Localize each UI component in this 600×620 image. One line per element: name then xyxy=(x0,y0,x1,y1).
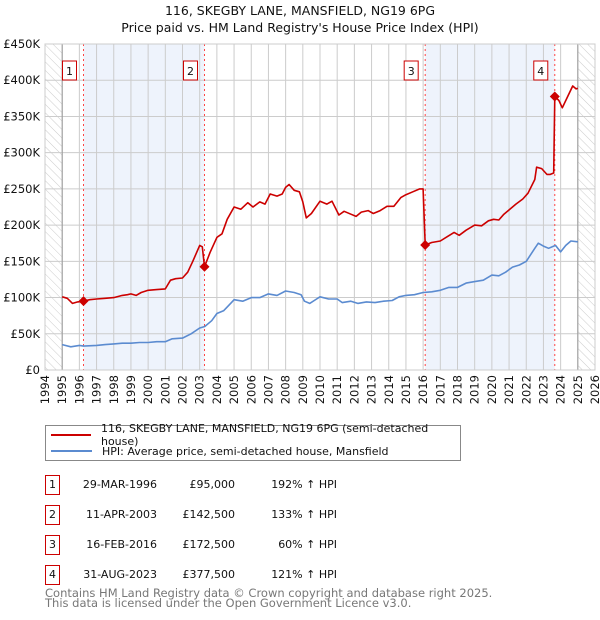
sale-price: £377,500 xyxy=(182,568,236,581)
x-tick-label: 2023 xyxy=(536,375,550,404)
x-tick-label: 1999 xyxy=(124,375,138,404)
x-tick-label: 2019 xyxy=(468,375,482,404)
y-tick-label: £400K xyxy=(3,73,40,87)
chart-subtitle: Price paid vs. HM Land Registry's House … xyxy=(121,20,478,35)
x-tick-label: 2020 xyxy=(485,375,499,404)
sale-date: 31-AUG-2023 xyxy=(83,568,157,581)
x-tick-label: 1996 xyxy=(72,375,86,404)
legend-swatch-property xyxy=(51,434,91,436)
x-tick-label: 2008 xyxy=(279,375,293,404)
ownership-period-shade xyxy=(83,44,205,370)
ownership-period-shade xyxy=(425,44,555,370)
x-tick-label: 2024 xyxy=(554,375,568,404)
y-tick-label: £0 xyxy=(25,363,40,377)
sale-hpi-change: 192% ↑ HPI xyxy=(271,478,337,491)
y-tick-label: £250K xyxy=(3,182,40,196)
sale-marker-badge: 2 xyxy=(45,505,60,525)
x-tick-label: 2018 xyxy=(451,375,465,404)
sale-date: 11-APR-2003 xyxy=(85,508,157,521)
sale-price: £142,500 xyxy=(182,508,236,521)
x-tick-label: 1998 xyxy=(107,375,121,404)
x-tick-label: 2003 xyxy=(193,375,207,404)
x-tick-label: 2002 xyxy=(176,375,190,404)
x-tick-label: 2022 xyxy=(519,375,533,404)
sale-label-box xyxy=(183,60,198,81)
no-data-hatch-right xyxy=(577,44,595,370)
sale-label-box xyxy=(533,60,549,81)
sale-price: £95,000 xyxy=(189,478,236,491)
x-tick-label: 2012 xyxy=(347,375,361,404)
y-tick-label: £350K xyxy=(3,109,40,123)
plot-border xyxy=(44,43,596,371)
chart-title: 116, SKEGBY LANE, MANSFIELD, NG19 6PG xyxy=(165,3,435,18)
legend-label-hpi: HPI: Average price, semi-detached house,… xyxy=(102,444,389,458)
sale-label-text: 1 xyxy=(66,65,73,78)
x-tick-label: 2000 xyxy=(141,375,155,404)
sale-date: 16-FEB-2016 xyxy=(86,538,157,551)
y-tick-label: £200K xyxy=(3,218,40,232)
x-tick-label: 2015 xyxy=(399,375,413,404)
x-tick-label: 2026 xyxy=(588,375,600,404)
y-tick-label: £450K xyxy=(3,37,40,51)
attribution-line-2: This data is licensed under the Open Gov… xyxy=(45,596,412,610)
x-tick-label: 2025 xyxy=(571,375,585,404)
legend-item-property: 116, SKEGBY LANE, MANSFIELD, NG19 6PG (s… xyxy=(46,422,460,448)
x-tick-label: 2006 xyxy=(244,375,258,404)
sale-hpi-change: 121% ↑ HPI xyxy=(271,568,337,581)
no-data-hatch-left xyxy=(45,44,63,370)
y-tick-label: £150K xyxy=(3,254,40,268)
y-tick-label: £100K xyxy=(3,291,40,305)
sale-point-marker xyxy=(199,261,210,272)
sale-marker-badge: 3 xyxy=(45,535,60,555)
x-tick-label: 1995 xyxy=(55,375,69,404)
sale-hpi-change: 60% ↑ HPI xyxy=(278,538,337,551)
sale-label-text: 2 xyxy=(187,65,194,78)
sale-price: £172,500 xyxy=(182,538,236,551)
sale-label-text: 3 xyxy=(408,65,415,78)
x-tick-label: 2004 xyxy=(210,375,224,404)
sale-point-marker xyxy=(549,91,560,102)
legend-item-hpi: HPI: Average price, semi-detached house,… xyxy=(46,443,389,459)
x-tick-label: 2009 xyxy=(296,375,310,404)
sale-label-box xyxy=(62,60,77,81)
sale-point-marker xyxy=(420,240,431,251)
legend-label-property: 116, SKEGBY LANE, MANSFIELD, NG19 6PG (s… xyxy=(100,422,429,448)
x-tick-label: 2005 xyxy=(227,375,241,404)
sale-label-box xyxy=(403,60,419,81)
x-tick-label: 2017 xyxy=(433,375,447,404)
attribution: Contains HM Land Registry data © Crown c… xyxy=(45,586,493,610)
series-line-property xyxy=(61,85,579,305)
sale-point-marker xyxy=(78,296,89,307)
legend-swatch-hpi xyxy=(51,450,92,452)
x-tick-label: 2013 xyxy=(365,375,379,404)
attribution-line-1: Contains HM Land Registry data © Crown c… xyxy=(45,586,493,600)
series-line-hpi xyxy=(62,240,578,348)
y-tick-label: £50K xyxy=(11,327,41,341)
price-chart: 116, SKEGBY LANE, MANSFIELD, NG19 6PG Pr… xyxy=(3,3,600,404)
x-tick-label: 2016 xyxy=(416,375,430,404)
sale-label-text: 4 xyxy=(537,65,544,78)
x-tick-label: 2001 xyxy=(158,375,172,404)
x-tick-label: 2010 xyxy=(313,375,327,404)
x-tick-label: 1994 xyxy=(38,375,52,404)
x-tick-label: 2007 xyxy=(261,375,275,404)
sale-marker-badge: 4 xyxy=(45,565,60,585)
chart-legend: 116, SKEGBY LANE, MANSFIELD, NG19 6PG (s… xyxy=(45,422,461,461)
x-tick-label: 2011 xyxy=(330,375,344,404)
x-tick-label: 1997 xyxy=(90,375,104,404)
x-tick-label: 2014 xyxy=(382,375,396,404)
y-tick-label: £300K xyxy=(3,146,40,160)
sale-hpi-change: 133% ↑ HPI xyxy=(271,508,337,521)
sale-marker-badge: 1 xyxy=(45,475,60,495)
x-tick-label: 2021 xyxy=(502,375,516,404)
sale-date: 29-MAR-1996 xyxy=(82,478,157,491)
